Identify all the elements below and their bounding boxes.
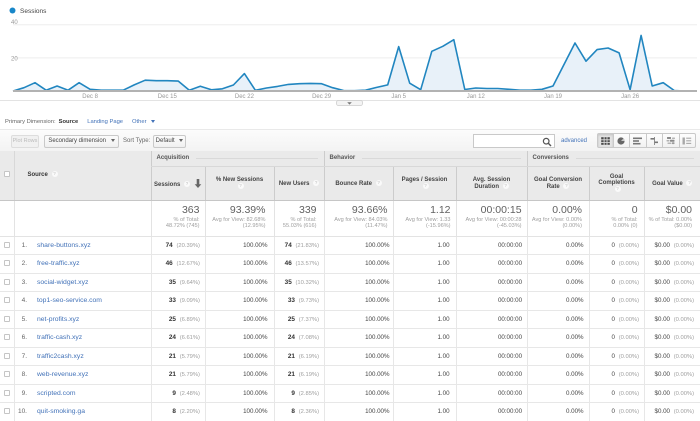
- svg-text:Dec 29: Dec 29: [312, 94, 332, 100]
- svg-text:Dec 15: Dec 15: [158, 94, 178, 100]
- svg-text:Jan 5: Jan 5: [391, 94, 406, 100]
- svg-text:Dec 8: Dec 8: [82, 94, 98, 100]
- svg-text:20: 20: [11, 57, 18, 63]
- svg-text:Sessions: Sessions: [20, 8, 47, 15]
- svg-text:Jan 12: Jan 12: [467, 94, 486, 100]
- svg-text:Jan 26: Jan 26: [621, 94, 640, 100]
- svg-text:40: 40: [11, 20, 18, 26]
- svg-text:Dec 22: Dec 22: [235, 94, 255, 100]
- svg-text:Jan 19: Jan 19: [544, 94, 563, 100]
